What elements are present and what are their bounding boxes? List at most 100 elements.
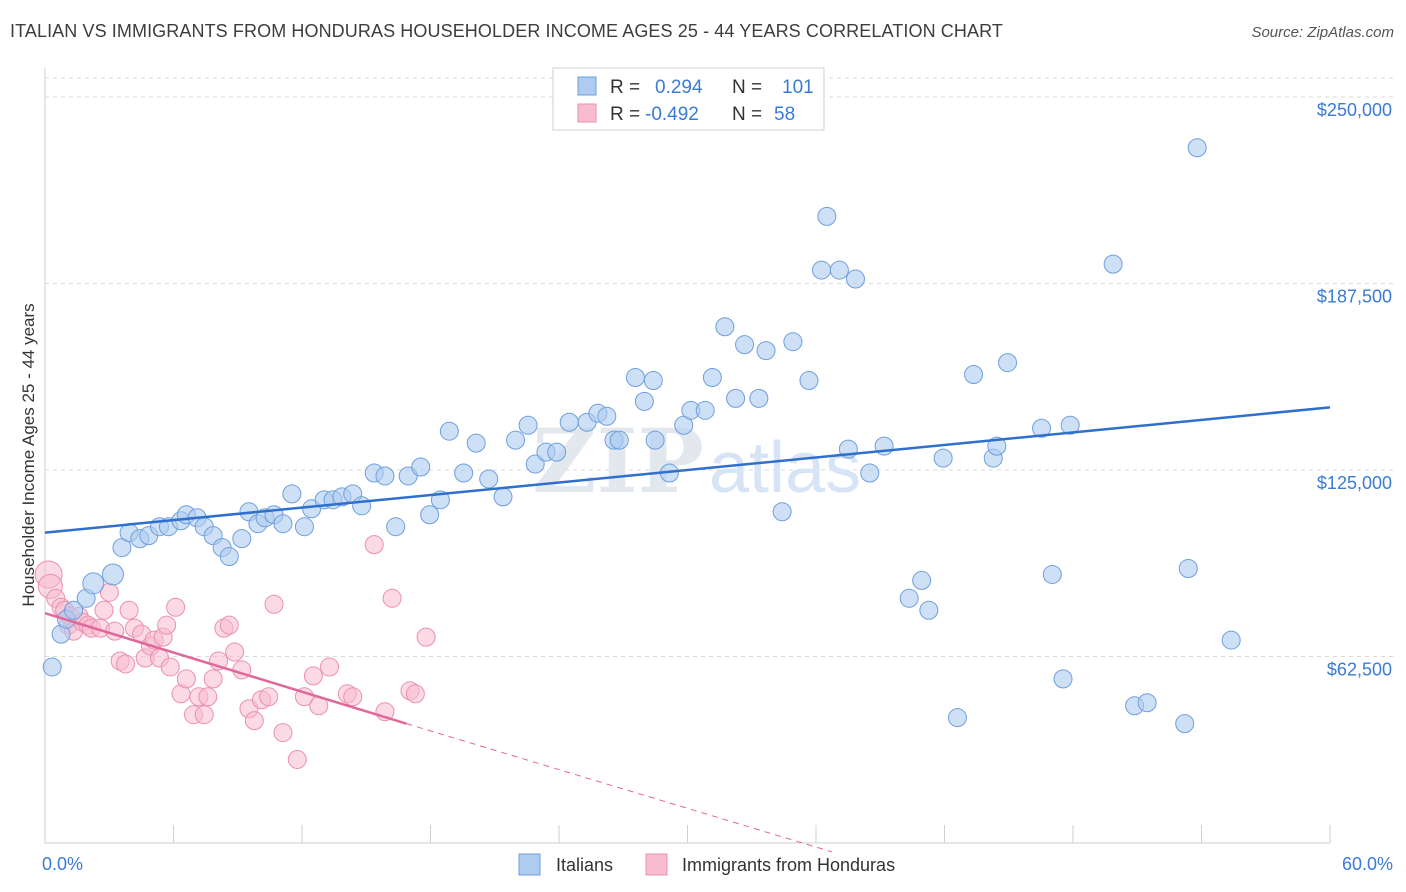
honduras-points [34,535,436,769]
honduras-point [157,615,177,635]
honduras-point [194,705,214,725]
italians-trend-line [44,406,1331,534]
honduras-point [287,749,307,769]
italians-point [479,469,499,489]
x-tick-label: 0.0% [42,854,83,874]
italians-point [352,496,372,516]
legend-n-value-2: 58 [774,104,795,125]
italians-point [294,517,314,537]
legend-swatch-italians [577,76,597,96]
honduras-point [405,684,425,704]
italians-point [749,388,769,408]
honduras-point [225,642,245,662]
italians-point [756,341,776,361]
y-tick-label: $62,500 [1327,660,1392,680]
italians-point [702,367,722,387]
italians-point [695,400,715,420]
italians-point [506,430,526,450]
italians-point [772,502,792,522]
legend-r-label-1: R = [610,77,640,98]
italians-point [964,365,984,385]
italians-point [1042,564,1062,584]
correlation-legend: R = 0.294 N = 101 R = -0.492 N = 58 [552,67,825,131]
bottom-legend-italians: Italians [556,855,613,875]
legend-box [552,67,825,131]
italians-point [559,412,579,432]
legend-r-label-2: R = [610,104,640,125]
italians-point [375,466,395,486]
honduras-point [416,627,436,647]
italians-point [845,269,865,289]
honduras-point [160,657,180,677]
italians-points [42,138,1241,734]
italians-point [1053,669,1073,689]
italians-point [466,433,486,453]
italians-point [643,370,663,390]
italians-point [1178,558,1198,578]
chart-title: ITALIAN VS IMMIGRANTS FROM HONDURAS HOUS… [10,21,1003,41]
honduras-point [116,654,136,674]
italians-point [1103,254,1123,274]
italians-point [101,563,124,586]
honduras-point [273,723,293,743]
honduras-point [166,597,186,617]
x-tick-label: 60.0% [1342,854,1393,874]
honduras-point [259,687,279,707]
italians-point [219,547,239,567]
italians-point [518,415,538,435]
legend-swatch-honduras [577,103,597,123]
italians-point [912,570,932,590]
y-tick-label: $125,000 [1317,473,1392,493]
italians-point [439,421,459,441]
italians-point [82,572,105,595]
y-axis-title: Householder Income Ages 25 - 44 years [19,303,38,606]
italians-point [454,463,474,483]
italians-point [645,430,665,450]
honduras-point [264,594,284,614]
italians-point [411,457,431,477]
honduras-point [203,669,223,689]
italians-point [1175,714,1195,734]
italians-point [817,206,837,226]
italians-point [726,388,746,408]
honduras-point [219,615,239,635]
italians-point [987,436,1007,456]
italians-point [42,657,62,677]
x-tick-labels: 0.0% 60.0% [42,854,1393,874]
italians-point [715,317,735,337]
y-tick-labels: $62,500 $125,000 $187,500 $250,000 [1317,100,1392,680]
italians-point [919,600,939,620]
honduras-trend-extension [406,723,833,853]
axes [44,68,1331,844]
honduras-point [364,535,384,555]
italians-point [597,406,617,426]
italians-point [799,370,819,390]
y-tick-label: $250,000 [1317,100,1392,120]
italians-point [609,430,629,450]
honduras-point [303,666,323,686]
italians-point [1032,418,1052,438]
italians-point [634,391,654,411]
watermark-atlas: atlas [709,428,861,508]
italians-point [947,708,967,728]
honduras-trend-line [44,612,407,725]
honduras-point [382,588,402,608]
italians-point [232,529,252,549]
italians-point [1187,138,1207,158]
series-legend: Italians Immigrants from Honduras [518,853,895,876]
honduras-point [198,687,218,707]
italians-point [420,505,440,525]
trend-lines [44,406,1331,853]
y-tick-label: $187,500 [1317,287,1392,307]
honduras-point [94,600,114,620]
italians-point [386,517,406,537]
honduras-point [119,600,139,620]
italians-point [1137,693,1157,713]
legend-n-label-1: N = [732,77,762,98]
honduras-point [244,711,264,731]
italians-point [64,600,84,620]
italians-point [1060,415,1080,435]
italians-point [273,514,293,534]
italians-point [860,463,880,483]
